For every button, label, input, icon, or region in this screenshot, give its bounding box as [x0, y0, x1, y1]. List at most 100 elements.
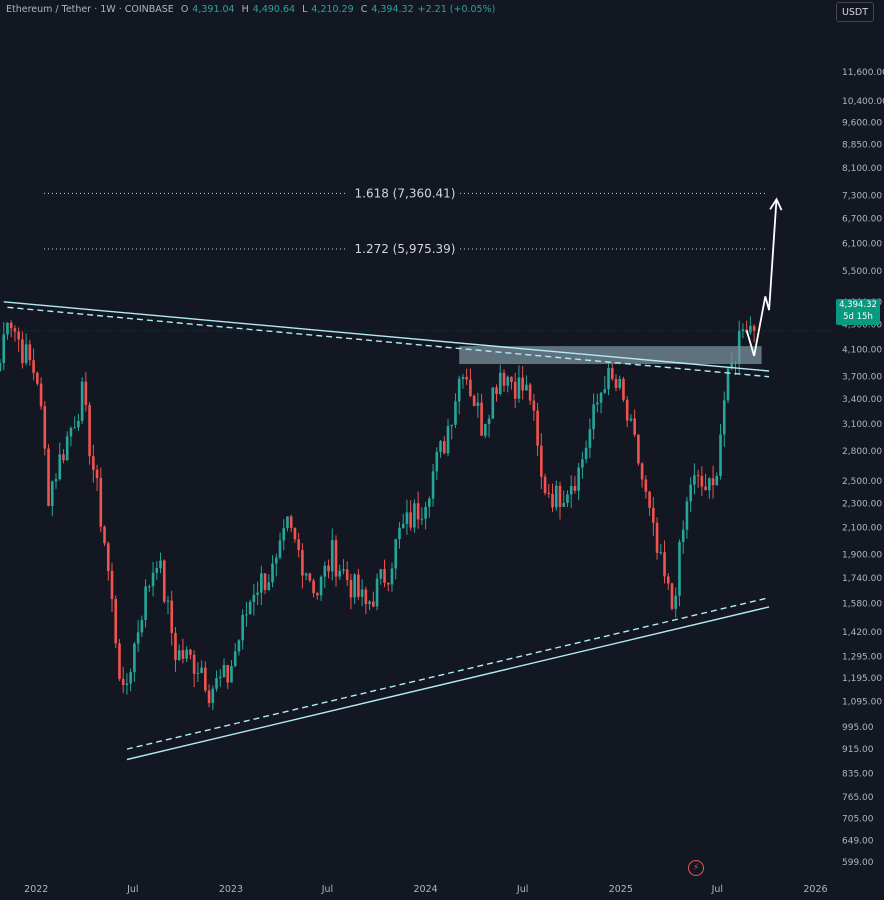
candle-up — [144, 586, 147, 620]
candle-down — [21, 339, 24, 364]
candle-down — [28, 344, 32, 361]
candle-down — [442, 441, 446, 454]
candle-up — [136, 632, 140, 644]
low-value: 4,210.29 — [311, 4, 354, 15]
candle-up — [200, 667, 203, 673]
candle-down — [308, 573, 312, 581]
candle-down — [106, 543, 110, 571]
symbol-title[interactable]: Ethereum / Tether · 1W · COINBASE — [6, 4, 174, 15]
candle-up — [457, 378, 461, 402]
price-tick-label: 10,400.00 — [842, 97, 884, 107]
candle-up — [65, 436, 69, 461]
candle-up — [599, 392, 603, 403]
candle-up — [569, 486, 573, 495]
candle-up — [629, 418, 633, 421]
candle-up — [177, 650, 181, 661]
fib-level-label: 1.272 (5,975.39) — [355, 242, 456, 256]
candle-down — [39, 383, 43, 407]
price-tick-label: 1,900.00 — [842, 550, 882, 560]
candle-down — [43, 406, 47, 449]
candle-up — [693, 475, 696, 485]
candle-up — [730, 362, 734, 369]
candle-up — [581, 459, 584, 468]
candle-down — [573, 486, 577, 491]
candle-down — [345, 569, 349, 580]
candle-down — [495, 387, 498, 395]
candle-up — [525, 384, 528, 391]
candle-down — [36, 372, 39, 384]
price-tick-label: 2,800.00 — [842, 447, 882, 457]
candle-down — [551, 493, 554, 508]
time-tick-label: Jul — [711, 884, 723, 895]
price-tick-label: 6,700.00 — [842, 214, 882, 224]
candle-up — [450, 424, 454, 427]
candle-down — [655, 522, 659, 553]
candle-down — [99, 478, 103, 527]
candle-up — [215, 677, 218, 689]
candle-up — [398, 527, 401, 540]
candle-up — [2, 334, 6, 363]
candle-up — [685, 501, 689, 530]
currency-button[interactable]: USDT — [836, 2, 874, 22]
candle-down — [334, 540, 338, 577]
candle-down — [327, 565, 330, 572]
candle-up — [722, 400, 726, 435]
candle-down — [301, 550, 304, 576]
candle-up — [681, 529, 685, 542]
time-axis[interactable]: 2022 Jul 2023 Jul 2024 Jul 2025 Jul 2026 — [24, 884, 827, 895]
candle-down — [383, 569, 386, 583]
candle-up — [155, 568, 159, 573]
candle-down — [9, 322, 13, 329]
candle-up — [353, 574, 356, 598]
time-tick-label: 2022 — [24, 884, 48, 895]
candle-up — [342, 569, 345, 571]
candle-down — [289, 516, 293, 528]
candle-up — [80, 381, 84, 421]
high-label: H — [241, 4, 249, 15]
candle-up — [248, 601, 252, 615]
price-tick-label: 1,420.00 — [842, 628, 882, 638]
lightning-logo-icon[interactable]: ⚡ — [688, 860, 704, 876]
candle-up — [6, 322, 9, 335]
candle-up — [151, 572, 155, 587]
candle-down — [174, 632, 177, 661]
candle-down — [32, 360, 35, 373]
candle-up — [77, 420, 80, 428]
candle-up — [58, 454, 62, 480]
price-axis[interactable]: 11,600.00 10,400.00 9,600.00 8,850.00 8,100.… — [832, 0, 884, 900]
candle-up — [678, 541, 681, 596]
price-tick-label: 2,300.00 — [842, 499, 882, 509]
candle-down — [62, 454, 65, 461]
candle-up — [741, 329, 745, 332]
candle-down — [521, 377, 524, 391]
low-label: L — [302, 4, 308, 15]
candle-down — [416, 503, 420, 520]
open-value: 4,391.04 — [192, 4, 235, 15]
change-value: +2.21 (+0.05%) — [417, 4, 496, 15]
candle-up — [218, 676, 222, 678]
candle-up — [554, 485, 558, 508]
candle-up — [435, 451, 439, 472]
candle-up — [446, 426, 450, 454]
price-tick-label: 4,100.00 — [842, 345, 882, 355]
candle-up — [260, 573, 263, 593]
candle-down — [226, 664, 230, 683]
candle-down — [312, 580, 315, 594]
candle-up — [390, 568, 394, 585]
candle-down — [704, 486, 707, 491]
candle-down — [465, 376, 468, 380]
candle-down — [652, 507, 655, 523]
candle-up — [0, 362, 2, 372]
projection-arrowhead — [769, 197, 783, 211]
price-tick-label: 995.00 — [842, 723, 874, 733]
candle-up — [476, 402, 480, 406]
candle-down — [17, 331, 20, 340]
candle-down — [510, 376, 513, 383]
candle-up — [498, 372, 502, 395]
candle-up — [319, 576, 323, 596]
time-tick-label: 2026 — [803, 884, 827, 895]
price-tick-label: 4,500.00 — [842, 321, 882, 331]
candle-down — [513, 382, 517, 399]
